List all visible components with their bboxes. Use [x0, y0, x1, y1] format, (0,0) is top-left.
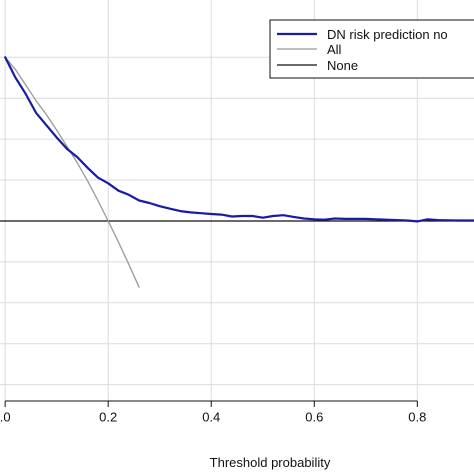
x-axis: .0 0.2 0.4 0.6 0.8: [0, 400, 426, 425]
x-tick-label-0: .0: [0, 410, 11, 425]
x-tick-label-4: 0.8: [408, 410, 426, 425]
legend: DN risk prediction no All None: [269, 19, 474, 79]
legend-label-series-1: All: [327, 42, 342, 57]
x-axis-title: Threshold probability: [210, 455, 331, 470]
x-tick-label-2: 0.4: [202, 410, 220, 425]
legend-label-series-2: None: [327, 58, 358, 73]
legend-label-series-0: DN risk prediction no: [327, 27, 448, 42]
plot-series: [0, 56, 474, 288]
x-tick-label-3: 0.6: [305, 410, 323, 425]
series-line-0: [4, 56, 474, 223]
series-line-1: [4, 56, 140, 288]
x-tick-label-1: 0.2: [99, 410, 117, 425]
